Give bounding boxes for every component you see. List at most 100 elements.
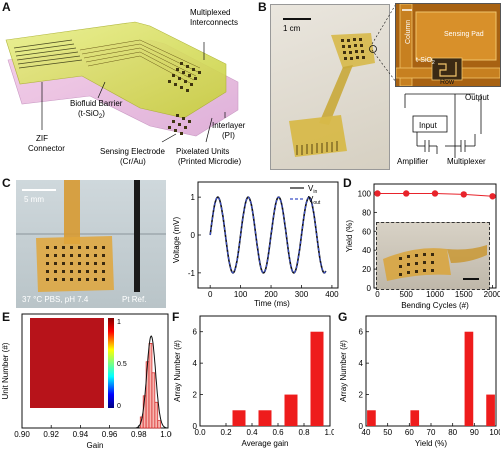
x-axis-label: Yield (%) (415, 439, 447, 448)
gain-bar (148, 343, 153, 429)
label-interlayer-1: Interlayer (212, 121, 246, 130)
y-tick-label: 80 (362, 208, 371, 217)
series-line-v-out (209, 196, 327, 274)
gain-bar (157, 420, 162, 429)
x-tick-label: 1000 (426, 290, 444, 299)
unit-cell-micrograph: Column Sensing Pad t-SiO2 Row (395, 3, 501, 87)
label-biofluid-1: Biofluid Barrier (70, 99, 123, 108)
c-legend: Vin Vout (290, 184, 321, 206)
plot-frame (365, 315, 497, 427)
sine-chart: 0 100 200 300 400 -1 0 1 Voltage (mV) Time (ms)… (172, 181, 339, 308)
yield-bar (410, 410, 420, 426)
label-zif-1: ZIF (36, 134, 48, 143)
panel-letter-f: F (172, 310, 180, 324)
x-tick-label: 200 (264, 290, 278, 299)
yield-histogram: 40 50 60 70 80 90 100 0 2 4 6 Yield (%) Array Number… (339, 315, 500, 448)
c-xlabel: Time (ms) (254, 299, 290, 308)
x-tick-label: 1500 (455, 290, 473, 299)
circuit-schematic: Output Input Amplifier Multiplexer (397, 93, 490, 166)
label-pbs: 37 °C PBS, pH 7.4 (22, 295, 89, 304)
bent-device-photo (376, 222, 490, 290)
legend-vout: Vout (308, 195, 321, 206)
y-axis-label: Array Number (#) (339, 340, 348, 402)
device-photo: 1 cm (270, 4, 390, 170)
label-multiplexed-2: Interconnects (190, 18, 238, 27)
y-tick-label: 60 (362, 227, 371, 236)
y-tick-label: 0 (367, 284, 372, 293)
label-pixelated-1: Pixelated Units (176, 147, 229, 156)
panel-letter-a: A (2, 0, 11, 14)
label-multiplexer: Multiplexer (447, 157, 486, 166)
y-tick-label: 1 (191, 193, 196, 202)
x-tick-label: 0.98 (131, 430, 147, 439)
colorbar-05: 0.5 (117, 361, 127, 368)
yield-point (431, 190, 439, 197)
x-tick-label: 90 (470, 428, 479, 437)
x-tick-label: 100 (489, 428, 500, 437)
x-tick-label: 0.94 (73, 430, 89, 439)
label-sensing-2: (Cr/Au) (120, 157, 146, 166)
plot-frame (21, 313, 169, 429)
c-ylabel: Voltage (mV) (172, 217, 181, 264)
device-exploded-illustration: Multiplexed Interconnects Biofluid Barri… (5, 8, 246, 166)
yield-bar (486, 394, 495, 426)
pbs-photo: 5 mm 37 °C PBS, pH 7.4 Pt Ref. (16, 180, 166, 308)
panel-letter-c: C (2, 176, 11, 190)
avg-gain-bar (258, 410, 272, 426)
label-row: Row (440, 79, 455, 86)
y-axis-label: Unit Number (#) (1, 342, 10, 399)
y-tick-label: 20 (362, 265, 371, 274)
colorbar-1: 1 (117, 319, 121, 326)
yield-bar (367, 410, 376, 426)
panel-letter-e: E (2, 310, 11, 324)
label-tsio2: t-SiO2 (416, 57, 435, 66)
yield-point (374, 190, 381, 197)
x-tick-label: 0.6 (272, 428, 284, 437)
x-tick-label: 0 (375, 290, 380, 299)
colorbar (108, 318, 114, 408)
y-tick-label: 0 (193, 422, 198, 431)
y-tick-label: 0 (191, 231, 196, 240)
x-axis-label: Average gain (242, 439, 289, 448)
y-tick-label: 6 (193, 328, 198, 337)
colorbar-0: 0 (117, 403, 121, 410)
panel-letter-d: D (343, 176, 352, 190)
label-sensing-pad: Sensing Pad (444, 31, 484, 38)
gain-histogram: 0.90 0.92 0.94 0.96 0.98 1.00 Gain Unit Number … (1, 313, 172, 450)
x-axis-label: Bending Cycles (#) (401, 301, 469, 310)
y-tick-label: 100 (358, 189, 372, 198)
yield-point (403, 190, 410, 197)
panel-letter-b: B (258, 0, 267, 14)
avg-gain-bar (232, 410, 246, 426)
avg-gain-bar (284, 394, 298, 426)
y-tick-label: 2 (193, 391, 198, 400)
label-input: Input (419, 121, 438, 130)
x-tick-label: 70 (427, 428, 436, 437)
yield-point (489, 193, 496, 200)
y-tick-label: -1 (188, 269, 196, 278)
y-tick-label: 4 (193, 359, 198, 368)
panel-letter-g: G (338, 310, 348, 324)
x-tick-label: 0 (208, 290, 213, 299)
x-tick-label: 40 (362, 428, 371, 437)
x-tick-label: 50 (383, 428, 392, 437)
gain-bar (151, 372, 156, 429)
scalebar-5mm: 5 mm (24, 195, 44, 204)
series-line-v-in (209, 196, 327, 274)
label-pt-ref: Pt Ref. (122, 295, 146, 304)
x-tick-label: 0.92 (43, 430, 59, 439)
y-tick-label: 4 (359, 359, 364, 368)
x-tick-label: 100 (234, 290, 248, 299)
x-tick-label: 2000 (484, 290, 500, 299)
x-tick-label: 0.96 (102, 430, 118, 439)
x-tick-label: 1.0 (324, 428, 334, 437)
avg-gain-bar (310, 331, 324, 426)
gain-heatmap (30, 318, 104, 408)
y-axis-label: Yield (%) (345, 220, 354, 252)
yield-bar (464, 331, 474, 426)
label-output: Output (465, 93, 490, 102)
y-tick-label: 6 (359, 328, 364, 337)
y-tick-label: 40 (362, 246, 371, 255)
x-tick-label: 0.8 (298, 428, 310, 437)
x-tick-label: 1.00 (160, 430, 172, 439)
